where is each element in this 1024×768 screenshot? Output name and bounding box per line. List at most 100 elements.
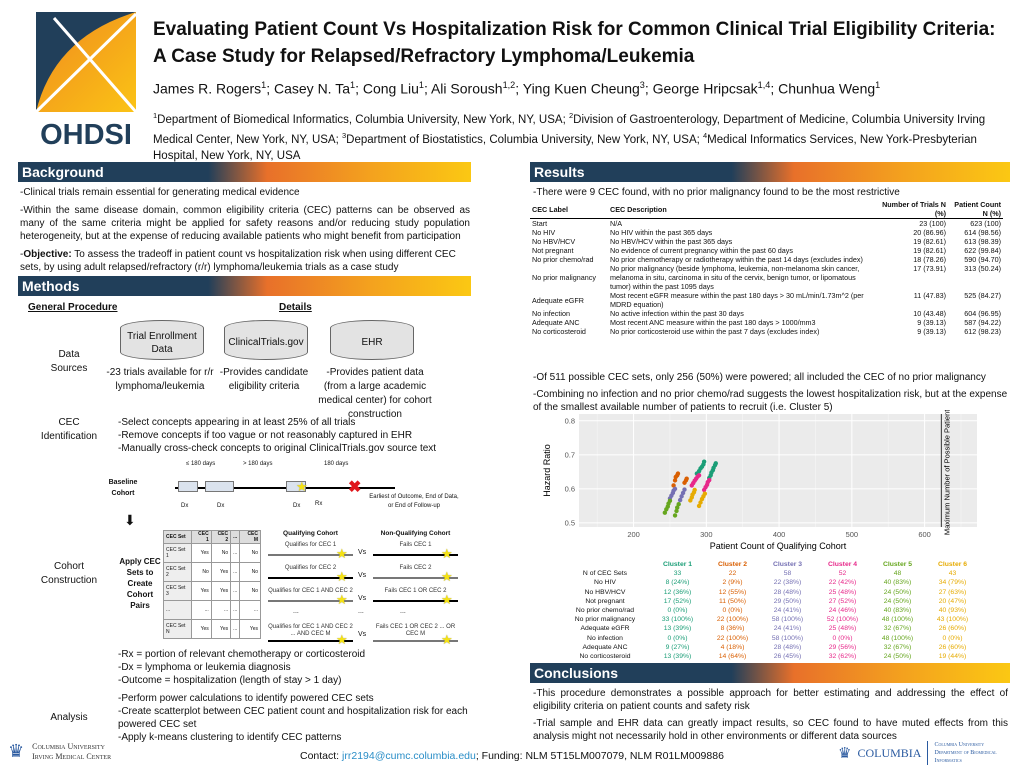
analysis-item: -Perform power calculations to identify …: [118, 693, 374, 704]
data-point: [696, 503, 702, 509]
data-point: [684, 476, 689, 481]
data-point: [707, 477, 712, 483]
cluster-value: 40 (93%): [938, 607, 967, 615]
cluster-value: 22 (38%): [773, 579, 802, 587]
qualifying-cohort-title: Qualifying Cohort: [283, 530, 338, 537]
contact-line: Contact: jrr2194@cumc.columbia.edu; Fund…: [300, 750, 724, 762]
cluster-value: 32 (67%): [883, 643, 912, 651]
cluster-value: 33 (100%): [661, 616, 694, 624]
star-icon: ★: [441, 632, 453, 647]
cec-table-cell: No corticosteroid: [532, 327, 586, 336]
author: Ying Kuen Cheung: [522, 80, 640, 97]
cec-table-cell: Not pregnant: [532, 246, 574, 255]
contact-email-link[interactable]: jrr2194@cumc.columbia.edu: [342, 750, 476, 762]
cec-table-header-cell: Number of Trials N (%): [878, 200, 948, 219]
mini-table-cell: No: [239, 581, 261, 601]
cec-id-item: -Manually cross-check concepts to origin…: [118, 443, 437, 454]
cec-table-cell: 623 (100): [970, 219, 1001, 228]
apply-cec-label: Apply CEC Sets to Create Cohort Pairs: [119, 557, 161, 610]
mini-table-cell: No: [191, 562, 212, 582]
cluster-value: 0 (0%): [942, 634, 963, 642]
author: Casey N. Ta: [274, 80, 350, 97]
cec-table-cell: 590 (94.70): [964, 255, 1001, 264]
background-objective: -Objective: To assess the tradeoff in pa…: [20, 249, 456, 273]
cec-table-cell: 19 (82.61): [913, 246, 946, 255]
cec-identification-text: -Select concepts appearing in at least 2…: [118, 416, 468, 455]
conclusions-p1: -This procedure demonstrates a possible …: [533, 688, 1008, 712]
cluster-value: 32 (62%): [828, 653, 857, 661]
mini-table-row: CEC Set 2 No Yes... No: [162, 562, 261, 582]
star-icon: ★: [441, 546, 453, 561]
star-icon: ★: [441, 592, 453, 607]
affiliation: Medical Informatics Services, New York-P…: [153, 133, 977, 162]
data-point: [675, 471, 681, 476]
ellipsis: ...: [358, 608, 364, 615]
background-header: Background: [18, 162, 471, 182]
cluster-value: 2 (9%): [722, 579, 743, 587]
cluster-header-cell: Cluster 2: [717, 561, 748, 568]
author: Cong Liu: [362, 80, 419, 97]
data-source-cylinder: ClinicalTrials.gov: [224, 320, 308, 360]
x-icon: ✖: [348, 479, 362, 496]
cohort-label: Qualifies for CEC 2: [284, 565, 337, 571]
results-p3: -Combining no infection and no prior che…: [533, 389, 1008, 413]
cohort-label: Fails CEC 1 OR CEC 2 ... OR CEC M: [375, 624, 456, 637]
author-affil-number: 1: [350, 80, 356, 90]
data-point: [667, 498, 673, 503]
poster-title: Evaluating Patient Count Vs Hospitalizat…: [153, 19, 996, 67]
author: James R. Rogers: [153, 80, 262, 97]
mini-table-cell: ...: [230, 581, 241, 601]
cec-set-table: CEC Set CEC 1 CEC 2... CEC M CEC Set 1 Yes No.…: [162, 530, 261, 639]
cluster-value: 0 (0%): [722, 607, 743, 615]
cec-table-header: CEC Label CEC Description Number of Trials…: [530, 200, 1003, 219]
mini-table-cell: ...: [230, 562, 241, 582]
ellipsis: ...: [293, 608, 299, 615]
cec-table-row: No infection No active infection within t…: [530, 309, 1003, 318]
cluster-value: 8 (36%): [720, 625, 745, 633]
cec-table-cell: 525 (84.27): [964, 291, 1001, 300]
definition-item: -Outcome = hospitalization (length of st…: [118, 675, 342, 686]
star-icon: ★: [336, 546, 348, 561]
cluster-value: 13 (39%): [663, 625, 692, 633]
data-point: [675, 505, 680, 510]
background-p2: -Within the same disease domain, common …: [20, 205, 470, 242]
mini-table-cell: ...: [162, 600, 193, 620]
cohort-label: Fails CEC 1 OR CEC 2: [384, 588, 447, 594]
cohort-timeline: [268, 577, 353, 579]
mini-table-cell: ...: [191, 600, 212, 620]
cluster-value: 25 (48%): [828, 625, 857, 633]
data-point: [677, 497, 683, 503]
cohort-timeline: [373, 640, 458, 642]
cec-table-cell: 23 (100): [919, 219, 946, 228]
results-intro: -There were 9 CEC found, with no prior m…: [533, 187, 900, 198]
cluster-row: No prior malignancy 33 (100%) 22 (100%) 58 …: [560, 615, 980, 624]
cec-table-cell: 19 (82.61): [913, 237, 946, 246]
cluster-row-label: N of CEC Sets: [582, 570, 628, 578]
cec-table-row: No corticosteroid No prior corticosteroid…: [530, 327, 1003, 336]
data-source-desc: -Provides patient data (from a large aca…: [318, 367, 432, 420]
cluster-row: No HIV 8 (24%) 2 (9%) 22 (38%) 22 (42%) 40 (8…: [560, 578, 980, 587]
vs-label: Vs: [358, 549, 367, 556]
cec-table-cell: 11 (47.83): [913, 291, 946, 300]
cohort-label: Qualifies for CEC 1 AND CEC 2 ... AND CE…: [268, 624, 353, 637]
star-icon: ★: [296, 479, 308, 494]
author-affil-number: 1: [418, 80, 424, 90]
data-point: [702, 491, 708, 496]
cec-table-cell: 587 (94.22): [964, 318, 1001, 327]
mini-table-cell: CEC 2: [210, 530, 232, 544]
cec-table-cell: 612 (98.23): [964, 327, 1001, 336]
scatter-chart: 200 300 400 500 600 0.5 0.6 0.7 0.8 Maximum Numbe…: [542, 410, 977, 551]
cec-table-header-cell: Patient Count N (%): [948, 200, 1003, 219]
cluster-value: 22 (100%): [716, 616, 749, 624]
svg-text:OHDSI: OHDSI: [40, 119, 132, 147]
cluster-value: 22: [728, 570, 737, 578]
analysis-label: Analysis: [50, 712, 88, 723]
cec-table-cell: 9 (39.13): [917, 318, 946, 327]
data-point: [680, 490, 686, 496]
cluster-value: 32 (67%): [883, 625, 912, 633]
cec-table-cell: No prior malignancy (beside lymphoma, le…: [610, 264, 860, 291]
cec-table-cell: 9 (39.13): [917, 327, 946, 336]
nonqualifying-cohort-title: Non-Qualifying Cohort: [380, 530, 451, 537]
mini-table-cell: CEC M: [239, 530, 261, 544]
mini-table-cell: Yes: [210, 562, 232, 582]
